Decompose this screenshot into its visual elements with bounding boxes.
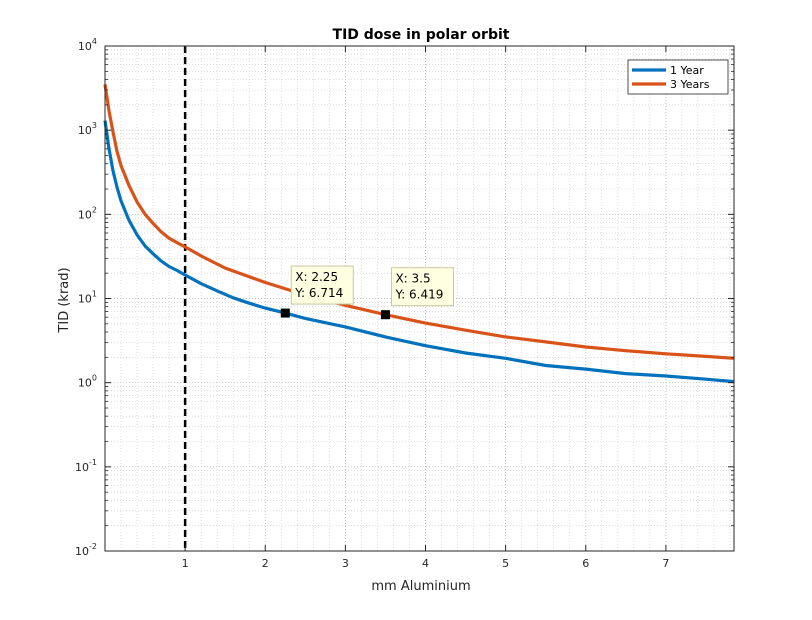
datatip-box [390, 267, 454, 307]
datatips: X: 2.25 Y: 6.714 X: 3.5 Y: 6.419 [280, 265, 454, 320]
series-line-3-years [103, 84, 735, 360]
datatip-y-label: Y: 6.714 [294, 286, 343, 300]
x-tick-label: 1 [182, 557, 189, 570]
y-tick-label: 10-1 [75, 458, 97, 474]
datatip-x-label: X: 3.5 [395, 272, 430, 286]
x-tick-label: 6 [582, 557, 589, 570]
legend-entry: 3 Years [670, 78, 710, 91]
datatip-box [290, 265, 354, 305]
chart-title: TID dose in polar orbit [333, 27, 510, 43]
y-axis-label: TID (krad) [57, 267, 72, 333]
axis-ticks: 1 2 3 4 5 6 7 10-2 10-1 100 101 102 103 104 [75, 37, 734, 570]
series-lines [103, 84, 735, 384]
datatip-marker [380, 310, 390, 320]
x-tick-label: 3 [342, 557, 349, 570]
legend-box [627, 59, 729, 95]
y-tick-label: 101 [78, 290, 97, 306]
x-tick-label: 5 [502, 557, 509, 570]
series-line-1-year [103, 120, 735, 384]
x-tick-label: 4 [422, 557, 429, 570]
datatip-marker [280, 308, 290, 318]
x-tick-label: 2 [262, 557, 269, 570]
y-tick-label: 10-2 [75, 542, 97, 558]
y-tick-label: 100 [78, 374, 97, 390]
legend-entry: 1 Year [670, 64, 704, 77]
datatip-x-label: X: 2.25 [295, 270, 338, 284]
y-tick-label: 104 [78, 37, 97, 53]
y-tick-label: 103 [78, 121, 97, 137]
x-tick-label: 7 [662, 557, 669, 570]
datatip-y-label: Y: 6.419 [394, 288, 443, 302]
y-tick-label: 102 [78, 205, 97, 221]
x-axis-label: mm Aluminium [371, 579, 470, 594]
